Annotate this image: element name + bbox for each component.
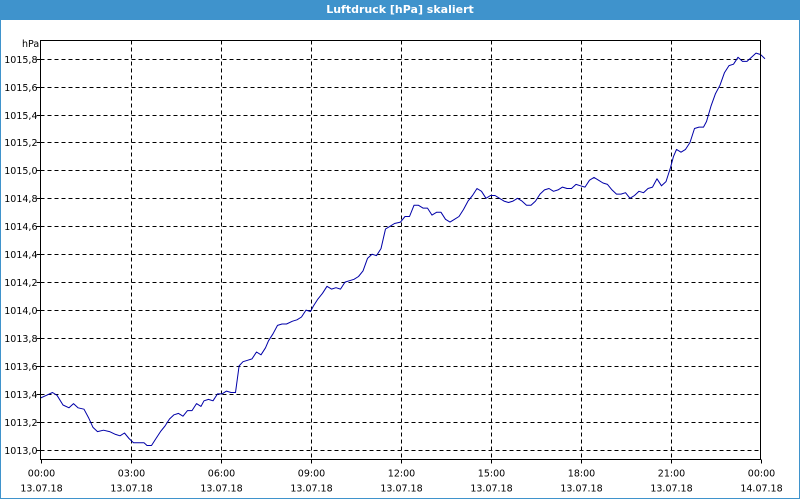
x-tick-date-label: 13.07.18 — [20, 484, 62, 495]
x-tick-time-label: 12:00 — [388, 469, 415, 480]
y-axis-tick-labels: 1013,0 1013,2 1013,4 1013,6 1013,8 1014,0 1014… — [4, 55, 37, 457]
x-tick-time-label: 15:00 — [478, 469, 505, 480]
x-tick-time-label: 18:00 — [568, 469, 595, 480]
chart-frame: hPa 1013,0 1013,2 1013,4 1013,6 1013,8 1014,0… — [0, 20, 800, 499]
chart-title-bar: Luftdruck [hPa] skaliert — [0, 0, 800, 20]
y-tick-label: 1014,4 — [4, 250, 37, 261]
x-tick-time-label: 06:00 — [208, 469, 235, 480]
y-tick-label: 1013,6 — [4, 362, 37, 373]
x-tick-time-label: 21:00 — [658, 469, 685, 480]
y-tick-label: 1015,4 — [4, 111, 37, 122]
plot-area-border — [40, 40, 761, 460]
y-tick-label: 1014,0 — [4, 306, 37, 317]
y-tick-label: 1015,0 — [4, 166, 37, 177]
y-tick-label: 1014,2 — [4, 278, 37, 289]
x-axis-tick-labels: 00:00 13.07.18 03:00 13.07.18 06:00 13.07.18 0… — [20, 469, 782, 495]
x-tick-time-label: 03:00 — [118, 469, 145, 480]
y-tick-label: 1013,4 — [4, 390, 37, 401]
pressure-series-line — [40, 52, 766, 446]
y-axis-unit-label: hPa — [22, 39, 39, 50]
x-tick-date-label: 13.07.18 — [200, 484, 242, 495]
y-tick-label: 1015,2 — [4, 138, 37, 149]
y-tick-label: 1015,6 — [4, 83, 37, 94]
x-tick-date-label: 13.07.18 — [110, 484, 152, 495]
y-tick-label: 1014,8 — [4, 194, 37, 205]
pressure-line-chart: hPa 1013,0 1013,2 1013,4 1013,6 1013,8 1014,0… — [4, 39, 782, 495]
y-tick-label: 1013,8 — [4, 334, 37, 345]
y-tick-label: 1014,6 — [4, 222, 37, 233]
y-tick-label: 1013,0 — [4, 446, 37, 457]
x-tick-time-label: 00:00 — [748, 469, 775, 480]
x-tick-date-label: 13.07.18 — [650, 484, 692, 495]
x-tick-date-label: 13.07.18 — [290, 484, 332, 495]
x-tick-time-label: 00:00 — [28, 469, 55, 480]
y-tick-label: 1013,2 — [4, 418, 37, 429]
chart-title: Luftdruck [hPa] skaliert — [326, 3, 474, 16]
y-tick-label: 1015,8 — [4, 55, 37, 66]
x-tick-date-label: 13.07.18 — [380, 484, 422, 495]
x-tick-date-label: 13.07.18 — [470, 484, 512, 495]
series-group — [40, 52, 766, 446]
x-tick-date-label: 14.07.18 — [740, 484, 782, 495]
grid — [36, 40, 762, 464]
x-tick-date-label: 13.07.18 — [560, 484, 602, 495]
x-tick-time-label: 09:00 — [298, 469, 325, 480]
